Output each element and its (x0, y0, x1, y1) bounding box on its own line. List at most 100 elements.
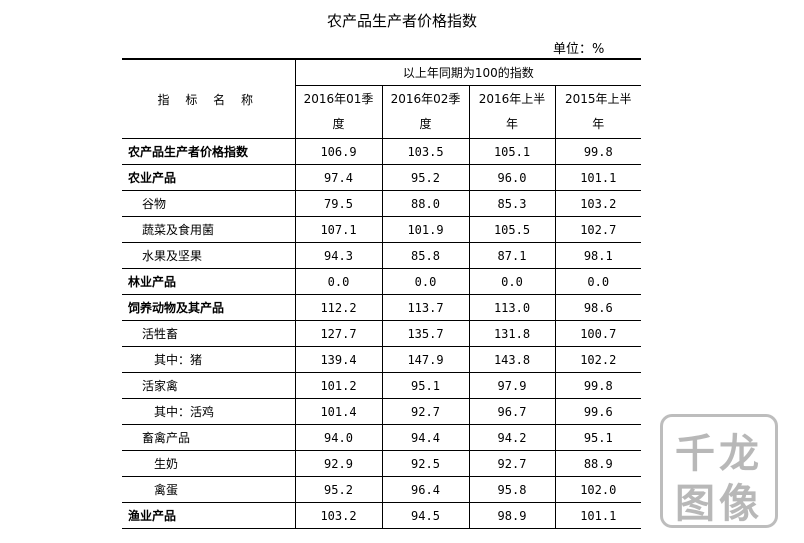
cell-value: 102.7 (554, 216, 642, 243)
table-row: 畜禽产品 94.0 94.4 94.2 95.1 (122, 424, 642, 451)
table-row: 生奶 92.9 92.5 92.7 88.9 (122, 450, 642, 477)
cell-value: 112.2 (294, 294, 382, 321)
table-row: 渔业产品 103.2 94.5 98.9 101.1 (122, 502, 642, 529)
cell-value: 99.8 (554, 372, 642, 399)
row-label: 禽蛋 (122, 476, 295, 503)
price-index-table: 指 标 名 称 以上年同期为100的指数 2016年01季度 2016年02季度… (122, 58, 642, 529)
header-col-4: 2015年上半年 (554, 85, 642, 139)
cell-value: 131.8 (468, 320, 555, 347)
cell-value: 102.2 (554, 346, 642, 373)
cell-value: 135.7 (381, 320, 469, 347)
cell-value: 127.7 (294, 320, 382, 347)
cell-value: 94.5 (381, 502, 469, 529)
cell-value: 92.7 (468, 450, 555, 477)
row-label: 渔业产品 (122, 502, 295, 529)
cell-value: 113.0 (468, 294, 555, 321)
cell-value: 0.0 (294, 268, 382, 295)
table-row: 林业产品 0.0 0.0 0.0 0.0 (122, 268, 642, 295)
cell-value: 139.4 (294, 346, 382, 373)
cell-value: 98.1 (554, 242, 642, 269)
cell-value: 95.1 (381, 372, 469, 399)
cell-value: 92.5 (381, 450, 469, 477)
cell-value: 101.2 (294, 372, 382, 399)
row-label: 其中：活鸡 (122, 398, 295, 425)
cell-value: 95.2 (294, 476, 382, 503)
cell-value: 107.1 (294, 216, 382, 243)
cell-value: 101.4 (294, 398, 382, 425)
cell-value: 106.9 (294, 138, 382, 165)
cell-value: 105.1 (468, 138, 555, 165)
row-label: 农产品生产者价格指数 (122, 138, 295, 165)
cell-value: 94.0 (294, 424, 382, 451)
header-col-1: 2016年01季度 (294, 85, 382, 139)
cell-value: 103.2 (554, 190, 642, 217)
cell-value: 85.8 (381, 242, 469, 269)
cell-value: 88.9 (554, 450, 642, 477)
table-row: 活牲畜 127.7 135.7 131.8 100.7 (122, 320, 642, 347)
cell-value: 97.9 (468, 372, 555, 399)
cell-value: 147.9 (381, 346, 469, 373)
cell-value: 101.9 (381, 216, 469, 243)
row-label: 林业产品 (122, 268, 295, 295)
cell-value: 103.2 (294, 502, 382, 529)
unit-label: 单位：% (553, 42, 605, 57)
table-row: 农产品生产者价格指数 106.9 103.5 105.1 99.8 (122, 138, 642, 165)
cell-value: 101.1 (554, 502, 642, 529)
cell-value: 103.5 (381, 138, 469, 165)
table-row: 其中：猪 139.4 147.9 143.8 102.2 (122, 346, 642, 373)
header-group: 以上年同期为100的指数 (294, 59, 642, 86)
watermark-text-line2: 图像 (675, 481, 763, 527)
watermark-text-line1: 千龙 (675, 431, 763, 477)
cell-value: 0.0 (554, 268, 642, 295)
cell-value: 95.8 (468, 476, 555, 503)
cell-value: 102.0 (554, 476, 642, 503)
header-col-3: 2016年上半年 (468, 85, 555, 139)
watermark-logo: 千龙 图像 (660, 414, 778, 528)
row-label: 活牲畜 (122, 320, 295, 347)
table-row: 禽蛋 95.2 96.4 95.8 102.0 (122, 476, 642, 503)
cell-value: 0.0 (381, 268, 469, 295)
cell-value: 94.3 (294, 242, 382, 269)
cell-value: 94.4 (381, 424, 469, 451)
cell-value: 85.3 (468, 190, 555, 217)
header-col-2: 2016年02季度 (381, 85, 469, 139)
table-row: 蔬菜及食用菌 107.1 101.9 105.5 102.7 (122, 216, 642, 243)
cell-value: 100.7 (554, 320, 642, 347)
cell-value: 96.0 (468, 164, 555, 191)
table-row: 谷物 79.5 88.0 85.3 103.2 (122, 190, 642, 217)
cell-value: 99.6 (554, 398, 642, 425)
header-name-column: 指 标 名 称 (157, 92, 259, 107)
cell-value: 98.9 (468, 502, 555, 529)
cell-value: 0.0 (468, 268, 555, 295)
cell-value: 96.7 (468, 398, 555, 425)
cell-value: 87.1 (468, 242, 555, 269)
row-label: 谷物 (122, 190, 295, 217)
row-label: 活家禽 (122, 372, 295, 399)
table-row: 其中：活鸡 101.4 92.7 96.7 99.6 (122, 398, 642, 425)
row-label: 农业产品 (122, 164, 295, 191)
row-label: 畜禽产品 (122, 424, 295, 451)
cell-value: 95.1 (554, 424, 642, 451)
row-label: 饲养动物及其产品 (122, 294, 295, 321)
cell-value: 143.8 (468, 346, 555, 373)
row-label: 蔬菜及食用菌 (122, 216, 295, 243)
page-title: 农产品生产者价格指数 (326, 12, 477, 30)
table-row: 水果及坚果 94.3 85.8 87.1 98.1 (122, 242, 642, 269)
cell-value: 105.5 (468, 216, 555, 243)
cell-value: 96.4 (381, 476, 469, 503)
cell-value: 92.9 (294, 450, 382, 477)
cell-value: 95.2 (381, 164, 469, 191)
cell-value: 97.4 (294, 164, 382, 191)
row-label: 水果及坚果 (122, 242, 295, 269)
cell-value: 113.7 (381, 294, 469, 321)
cell-value: 101.1 (554, 164, 642, 191)
row-label: 生奶 (122, 450, 295, 477)
cell-value: 92.7 (381, 398, 469, 425)
cell-value: 79.5 (294, 190, 382, 217)
cell-value: 94.2 (468, 424, 555, 451)
cell-value: 99.8 (554, 138, 642, 165)
row-label: 其中：猪 (122, 346, 295, 373)
cell-value: 88.0 (381, 190, 469, 217)
table-row: 饲养动物及其产品 112.2 113.7 113.0 98.6 (122, 294, 642, 321)
table-row: 活家禽 101.2 95.1 97.9 99.8 (122, 372, 642, 399)
